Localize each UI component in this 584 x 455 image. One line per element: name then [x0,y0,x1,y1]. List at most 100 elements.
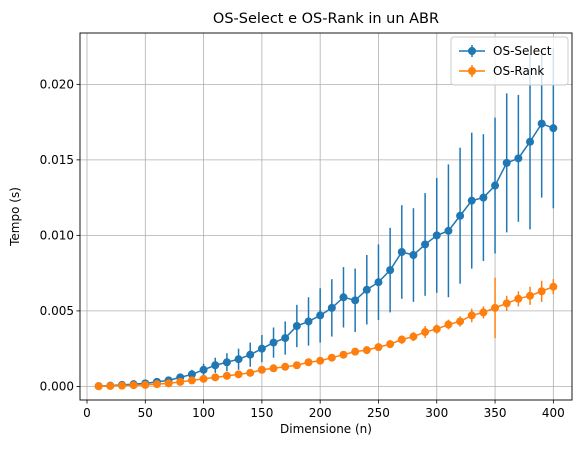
data-point [339,350,348,359]
data-point [549,124,558,133]
y-tick-label: 0.000 [40,379,74,393]
data-point [351,347,360,356]
axis-ticks: 0 50 100 150 200 250 300 350 400 0.000 0.005 0.010 0… [40,77,565,420]
data-point [106,381,115,390]
data-point [257,344,266,353]
data-point [409,332,418,341]
data-point [421,328,430,337]
data-point [456,317,465,326]
data-point [141,380,150,389]
data-point [164,379,173,388]
data-point [316,356,325,365]
data-point [432,231,441,240]
legend: OS-Select OS-Rank [450,36,569,86]
data-point [187,370,196,379]
data-point [246,368,255,377]
data-point [421,240,430,249]
series-os-select [94,48,558,391]
data-point [176,377,185,386]
data-point [327,353,336,362]
data-point [199,374,208,383]
data-point [246,350,255,359]
data-point [397,335,406,344]
data-point [304,317,313,326]
series-line [98,286,554,388]
data-point [386,340,395,349]
data-point [397,247,406,256]
data-point [304,358,313,367]
data-point [502,158,511,167]
data-point [514,154,523,163]
data-point [327,303,336,312]
x-tick-label: 300 [425,406,448,420]
data-point [467,311,476,320]
legend-item-os-rank: OS-Rank [459,64,544,78]
x-tick-label: 150 [250,406,273,420]
legend-item-os-select: OS-Select [459,44,552,58]
x-axis-label: Dimensione (n) [280,422,372,436]
data-point [537,119,546,128]
data-point [444,320,453,329]
legend-label: OS-Rank [493,64,544,78]
data-point [234,355,243,364]
chart-title: OS-Select e OS-Rank in un ABR [213,11,439,27]
data-point [444,226,453,235]
data-point [549,282,558,291]
data-point [152,380,161,389]
data-point [281,334,290,343]
x-tick-label: 200 [309,406,332,420]
data-point [281,362,290,371]
data-point [537,287,546,296]
data-point [409,251,418,260]
legend-label: OS-Select [493,44,552,58]
data-point [526,137,535,146]
data-point [117,381,126,390]
data-point [362,346,371,355]
data-point [187,376,196,385]
data-point [491,303,500,312]
data-point [269,338,278,347]
x-tick-label: 0 [83,406,91,420]
data-point [292,321,301,330]
data-point [491,181,500,190]
legend-marker [468,67,476,75]
data-point [432,325,441,334]
y-tick-label: 0.005 [40,304,74,318]
legend-box [450,36,569,86]
data-point [211,361,220,370]
data-point [257,365,266,374]
data-point [211,373,220,382]
data-point [351,296,360,305]
data-point [362,285,371,294]
x-tick-label: 50 [138,406,153,420]
data-point [467,196,476,205]
data-point [269,364,278,373]
data-point [316,311,325,320]
y-tick-label: 0.015 [40,153,74,167]
data-point [479,193,488,202]
x-tick-label: 250 [367,406,390,420]
data-point [456,211,465,220]
plot-series [94,48,558,391]
data-point [479,308,488,317]
x-tick-label: 400 [542,406,565,420]
y-tick-label: 0.010 [40,228,74,242]
x-tick-label: 100 [192,406,215,420]
y-axis-label: Tempo (s) [8,187,22,247]
legend-marker [468,47,476,55]
series-os-rank [94,277,558,391]
y-tick-label: 0.020 [40,77,74,91]
data-point [234,370,243,379]
data-point [514,294,523,303]
data-point [129,381,138,390]
data-point [339,293,348,302]
data-point [222,358,231,367]
data-point [374,278,383,287]
data-point [526,291,535,300]
data-point [374,343,383,352]
data-point [386,266,395,275]
data-point [222,371,231,380]
plot-frame [79,32,573,401]
